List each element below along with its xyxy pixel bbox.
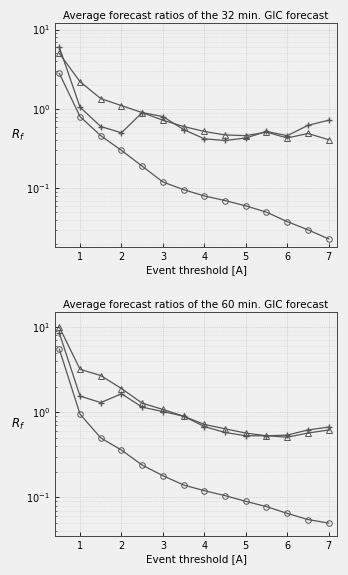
X-axis label: Event threshold [A]: Event threshold [A] xyxy=(145,265,246,275)
Y-axis label: $R_f$: $R_f$ xyxy=(11,417,25,432)
Y-axis label: $R_f$: $R_f$ xyxy=(11,128,25,143)
X-axis label: Event threshold [A]: Event threshold [A] xyxy=(145,554,246,564)
Title: Average forecast ratios of the 32 min. GIC forecast: Average forecast ratios of the 32 min. G… xyxy=(63,11,329,21)
Title: Average forecast ratios of the 60 min. GIC forecast: Average forecast ratios of the 60 min. G… xyxy=(63,300,329,310)
